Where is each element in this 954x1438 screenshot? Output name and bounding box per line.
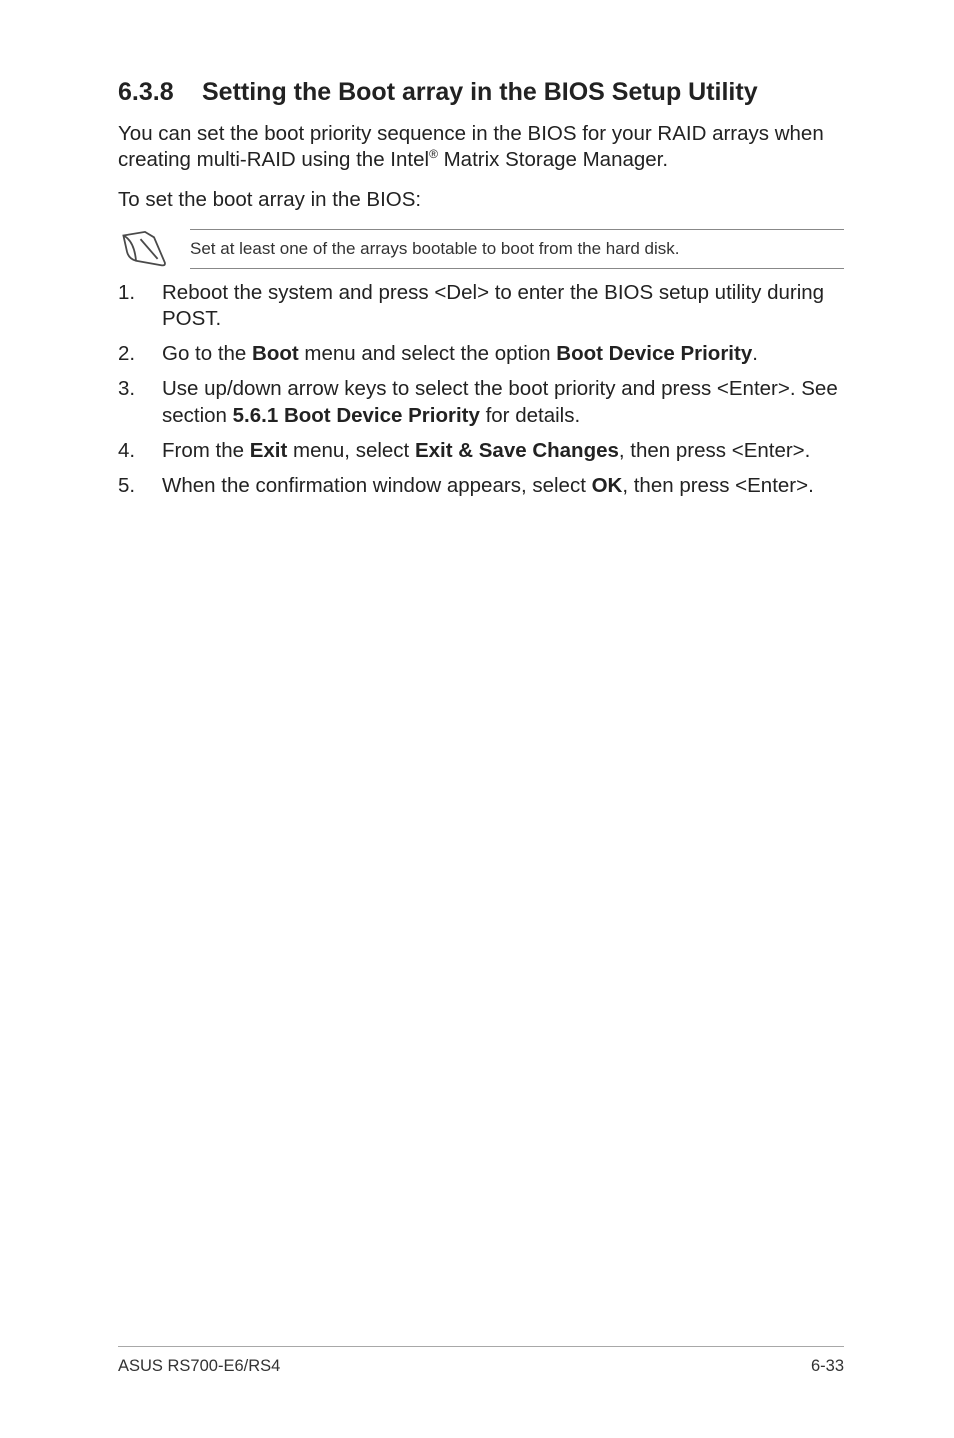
step-item: From the Exit menu, select Exit & Save C…: [118, 438, 844, 464]
page-footer: ASUS RS700-E6/RS4 6-33: [118, 1346, 844, 1376]
step-item: Use up/down arrow keys to select the boo…: [118, 376, 844, 428]
note-text: Set at least one of the arrays bootable …: [190, 229, 844, 269]
steps-list: Reboot the system and press <Del> to ent…: [118, 280, 844, 500]
lead-sentence: To set the boot array in the BIOS:: [118, 187, 844, 213]
intro-part2: Matrix Storage Manager.: [438, 148, 668, 171]
step-item: Go to the Boot menu and select the optio…: [118, 341, 844, 367]
note-callout: Set at least one of the arrays bootable …: [118, 228, 844, 270]
footer-left: ASUS RS700-E6/RS4: [118, 1357, 280, 1376]
section-title: Setting the Boot array in the BIOS Setup…: [202, 78, 758, 106]
note-icon: [118, 228, 172, 270]
intro-paragraph: You can set the boot priority sequence i…: [118, 121, 844, 173]
section-heading: 6.3.8Setting the Boot array in the BIOS …: [118, 78, 844, 107]
section-number: 6.3.8: [118, 78, 202, 107]
step-item: Reboot the system and press <Del> to ent…: [118, 280, 844, 332]
registered-mark: ®: [429, 147, 438, 161]
step-item: When the confirmation window appears, se…: [118, 473, 844, 499]
footer-right: 6-33: [811, 1357, 844, 1376]
